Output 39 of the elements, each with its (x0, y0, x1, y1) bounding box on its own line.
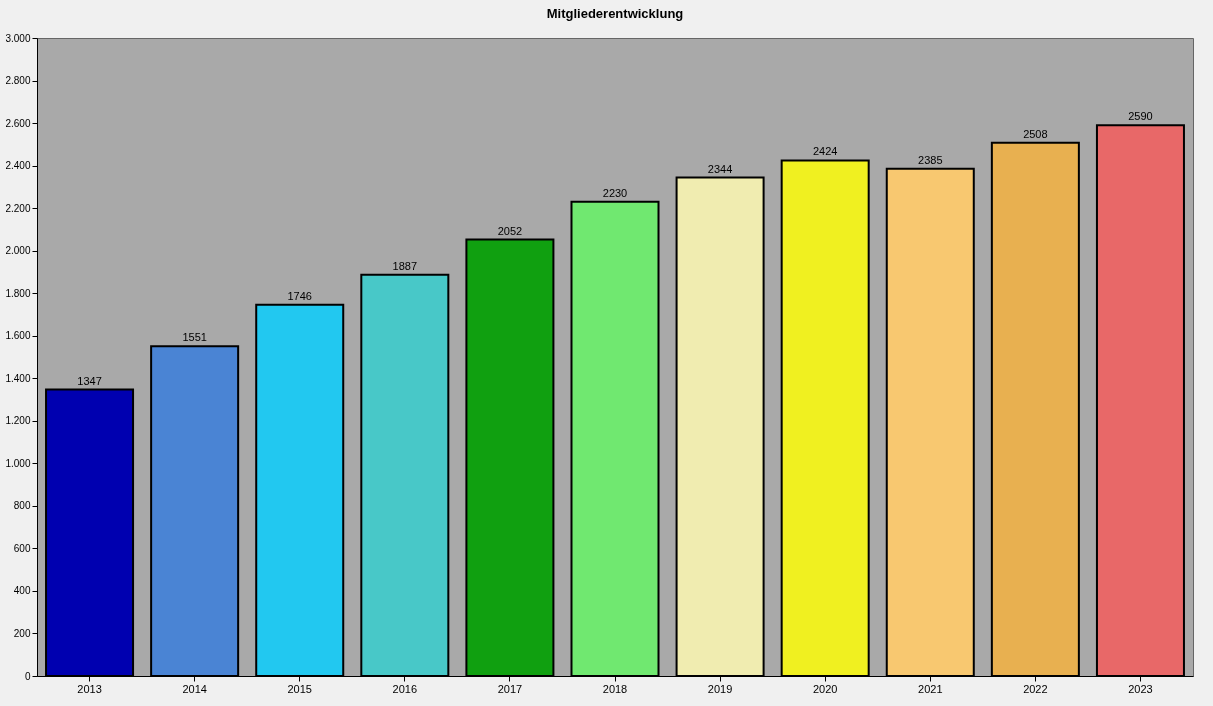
y-tick-label: 200 (13, 627, 31, 639)
data-label: 2385 (918, 153, 943, 166)
y-tick-label: 400 (13, 585, 31, 597)
y-tick-label: 2.600 (5, 117, 31, 129)
y-tick-label: 1.000 (5, 457, 31, 469)
y-tick-label: 1.400 (5, 372, 31, 384)
data-label: 2230 (602, 186, 628, 199)
x-tick-label: 2019 (707, 682, 733, 695)
x-tick-label: 2017 (497, 682, 523, 695)
data-label: 2052 (497, 224, 523, 237)
x-tick-label: 2015 (287, 682, 312, 695)
data-label: 2424 (812, 145, 838, 158)
y-tick-label: 2.200 (5, 202, 31, 214)
y-tick-label: 800 (13, 500, 31, 512)
y-tick-label: 0 (24, 670, 31, 682)
x-tick-label: 2014 (182, 682, 207, 695)
data-label: 1347 (77, 374, 102, 387)
x-tick-label: 2016 (392, 682, 418, 695)
x-tick-label: 2021 (918, 682, 943, 695)
data-label: 2590 (1128, 110, 1153, 123)
data-label: 1551 (182, 331, 207, 344)
x-tick-label: 2022 (1023, 682, 1048, 695)
y-tick-label: 1.200 (5, 415, 31, 427)
y-tick-label: 1.800 (5, 287, 31, 299)
x-tick-label: 2020 (812, 682, 838, 695)
data-label: 1887 (392, 259, 418, 272)
x-tick-label: 2023 (1128, 682, 1153, 695)
data-label: 1746 (287, 289, 312, 302)
y-tick-label: 2.000 (5, 245, 31, 257)
y-tick-label: 3.000 (5, 32, 31, 44)
x-tick-label: 2013 (77, 682, 102, 695)
y-tick-label: 1.600 (5, 330, 31, 342)
x-tick-label: 2018 (602, 682, 628, 695)
y-tick-label: 2.800 (5, 75, 31, 87)
chart-title: Mitgliederentwicklung (546, 6, 684, 21)
data-label: 2508 (1023, 127, 1048, 140)
y-tick-label: 600 (13, 542, 31, 554)
data-label: 2344 (707, 162, 733, 175)
y-tick-label: 2.400 (5, 160, 31, 172)
